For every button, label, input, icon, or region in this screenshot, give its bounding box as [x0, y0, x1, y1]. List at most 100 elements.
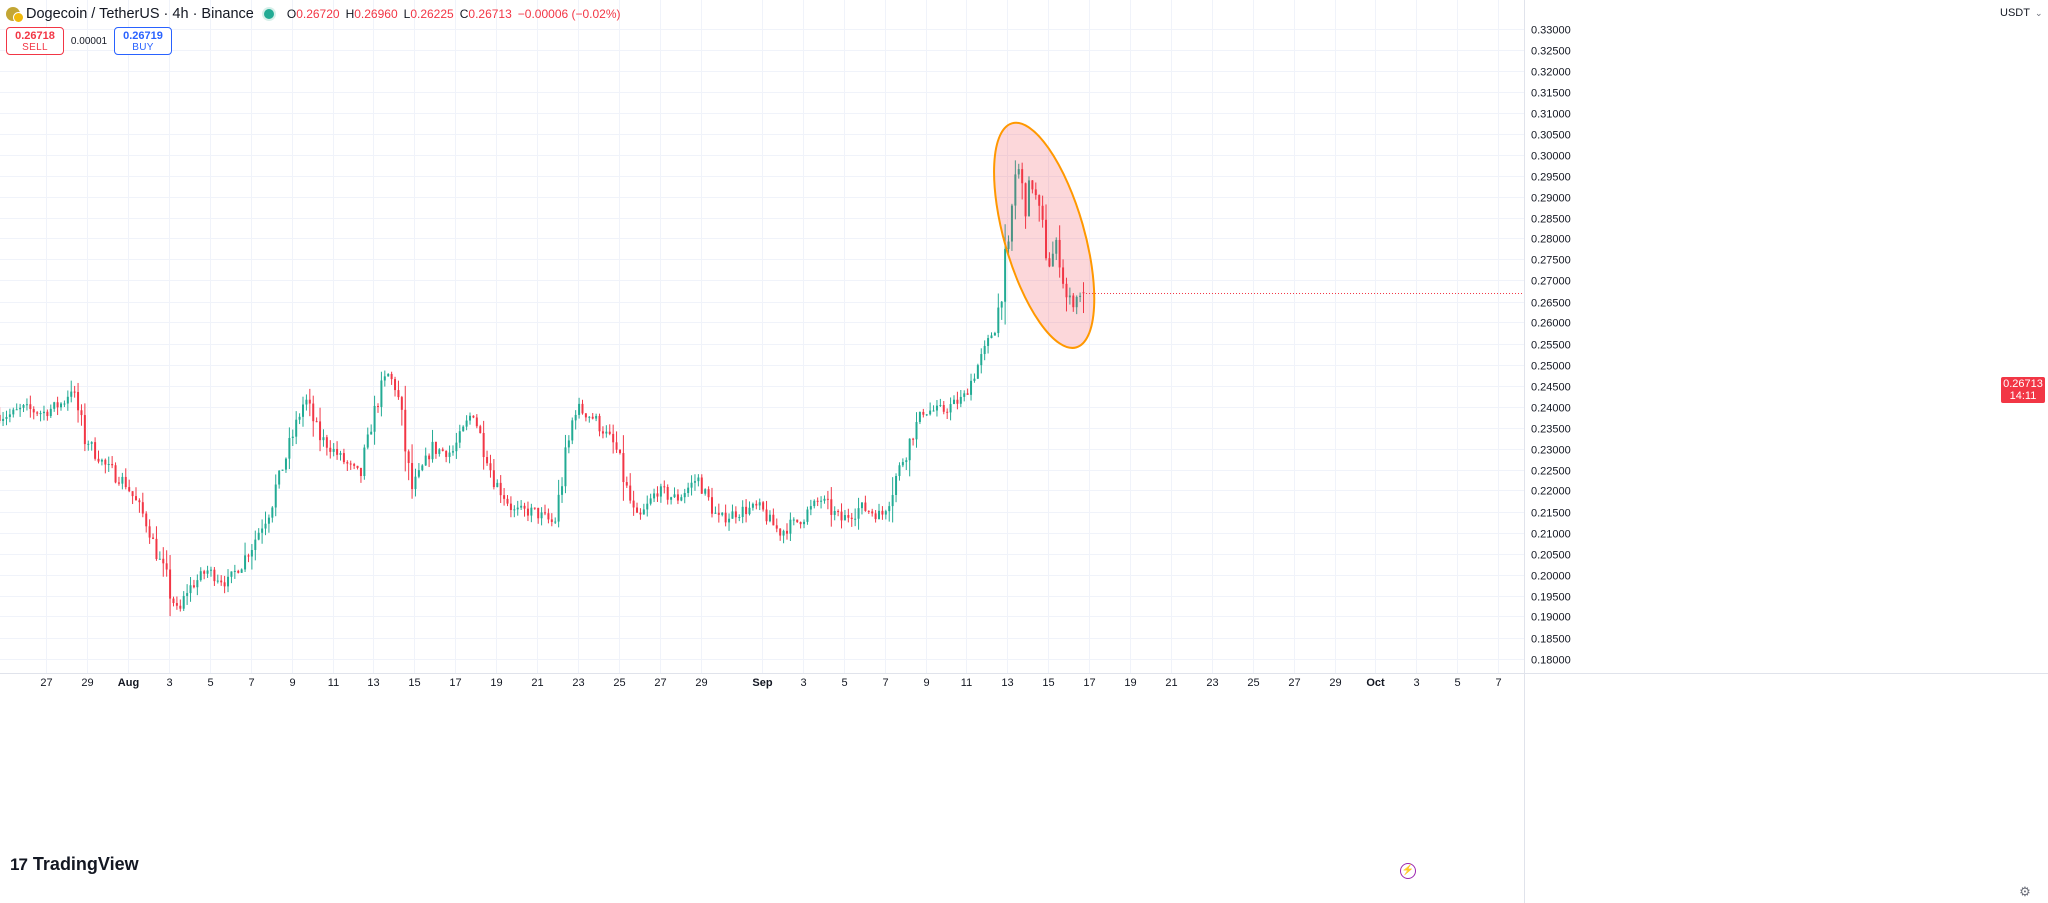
y-tick-label: 0.24000: [1531, 403, 1571, 415]
candle-body: [608, 431, 611, 434]
tradingview-logo[interactable]: 17 TradingView: [10, 854, 139, 875]
candle-body: [741, 506, 744, 518]
candle-body: [349, 463, 352, 465]
y-tick-label: 0.28500: [1531, 214, 1571, 226]
candle-body: [564, 447, 567, 487]
candle-body: [370, 431, 373, 435]
candle-body: [220, 580, 223, 583]
candle-body: [424, 455, 427, 466]
candle-body: [428, 455, 431, 460]
lightning-icon[interactable]: ⚡: [1400, 863, 1416, 879]
candle-body: [128, 487, 131, 492]
candle-body: [117, 482, 120, 484]
candle-body: [843, 515, 846, 521]
symbol-title[interactable]: Dogecoin / TetherUS · 4h · Binance: [26, 6, 254, 22]
candle-body: [543, 512, 546, 514]
candle-body: [952, 399, 955, 405]
candle-body: [158, 558, 161, 560]
candle-body: [134, 496, 137, 501]
candle-body: [673, 494, 676, 498]
candle-body: [114, 465, 117, 483]
ohlc-close-value: 0.26713: [468, 7, 512, 21]
x-tick-label: 3: [1413, 677, 1419, 689]
candle-body: [56, 402, 59, 408]
candle-body: [629, 485, 632, 501]
x-tick-label: 13: [367, 677, 379, 689]
candle-body: [94, 442, 97, 459]
sell-button[interactable]: 0.26718 SELL: [6, 27, 64, 55]
candle-body: [561, 486, 564, 495]
candle-body: [2, 418, 5, 421]
candle-body: [884, 511, 887, 515]
candle-body: [121, 476, 124, 484]
ohlc-close-label: C: [459, 7, 469, 21]
y-tick-label: 0.24500: [1531, 382, 1571, 394]
candle-body: [124, 476, 127, 488]
candle-body: [779, 528, 782, 536]
candle-body: [376, 405, 379, 407]
candle-body: [690, 482, 693, 488]
candle-body: [298, 416, 301, 420]
currency-selector[interactable]: USDT ⌄: [2000, 7, 2043, 19]
candle-body: [711, 497, 714, 514]
candle-body: [1048, 258, 1051, 267]
candle-body: [346, 462, 349, 464]
candle-body: [213, 569, 216, 582]
candle-body: [254, 539, 257, 550]
brand-name: TradingView: [32, 854, 139, 874]
candle-body: [46, 411, 49, 417]
candle-body: [700, 477, 703, 494]
x-tick-label: 5: [841, 677, 847, 689]
candle-body: [100, 459, 103, 462]
candle-body: [267, 517, 270, 524]
candle-body: [659, 486, 662, 497]
candle-body: [693, 481, 696, 483]
candle-body: [666, 486, 669, 500]
candle-body: [496, 482, 499, 488]
candle-body: [980, 354, 983, 366]
trade-panel: 0.26718 SELL 0.00001 0.26719 BUY: [6, 27, 172, 55]
x-tick-label: 27: [40, 677, 52, 689]
candle-body: [1017, 169, 1020, 175]
candle-body: [653, 493, 656, 499]
buy-button[interactable]: 0.26719 BUY: [114, 27, 172, 55]
x-tick-label: 11: [961, 677, 972, 689]
candle-body: [571, 420, 574, 441]
candle-body: [605, 431, 608, 434]
candle-body: [5, 416, 8, 419]
y-tick-label: 0.27500: [1531, 255, 1571, 267]
candle-body: [77, 391, 80, 411]
candle-body: [820, 500, 823, 502]
candle-body: [929, 410, 932, 415]
candle-body: [816, 500, 819, 502]
candle-body: [138, 500, 141, 503]
x-tick-label: 23: [572, 677, 584, 689]
candle-body: [1065, 283, 1068, 298]
y-tick-label: 0.23500: [1531, 424, 1571, 436]
candle-body: [874, 513, 877, 520]
candle-body: [704, 489, 707, 494]
candle-body: [639, 512, 642, 515]
candle-body: [448, 452, 451, 457]
candle-body: [598, 415, 601, 432]
candle-body: [714, 512, 717, 514]
candle-body: [165, 563, 168, 570]
market-status-icon[interactable]: [263, 9, 274, 19]
candle-body: [257, 532, 260, 540]
gear-icon[interactable]: ⚙: [2019, 884, 2031, 899]
candle-body: [942, 405, 945, 412]
candle-body: [1010, 205, 1013, 242]
x-tick-label: 19: [1124, 677, 1136, 689]
candle-body: [789, 519, 792, 534]
candle-body: [104, 459, 107, 465]
highlight-ellipse: [993, 121, 1096, 349]
candle-body: [506, 498, 509, 504]
candle-body: [537, 507, 540, 519]
y-tick-label: 0.26500: [1531, 298, 1571, 310]
candle-body: [230, 571, 233, 577]
candle-body: [823, 498, 826, 501]
candle-body: [833, 511, 836, 515]
candle-body: [441, 449, 444, 451]
